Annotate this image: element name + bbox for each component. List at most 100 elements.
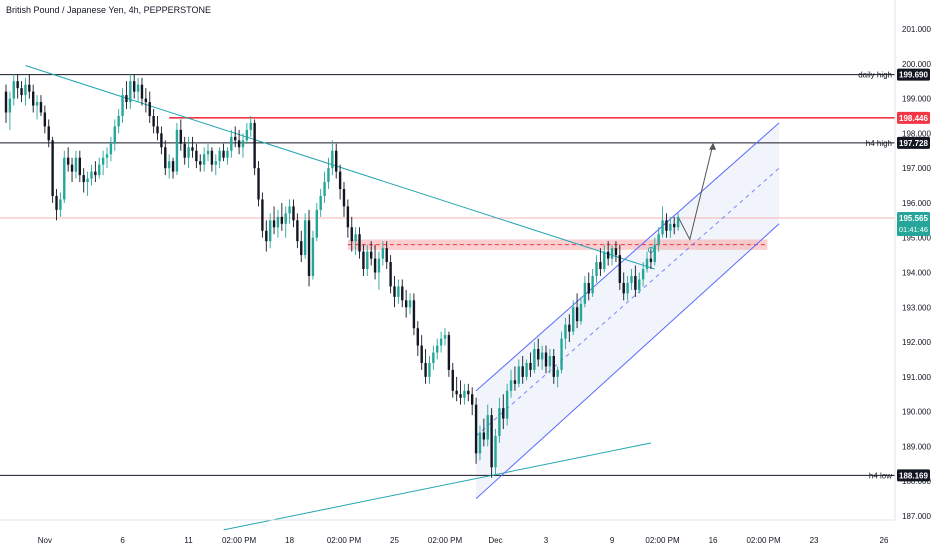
candle-body [579,303,583,322]
candle [175,122,179,176]
candle-body [533,349,536,370]
candle [478,425,482,461]
price-axis: 187.000 188.000 189.000 190.000 191.000 192.0… [894,0,931,521]
candle [94,161,97,183]
candle [300,230,303,263]
candle-body [572,307,575,332]
candle [12,74,15,106]
candle-body [12,81,15,99]
candle-body [171,161,175,172]
candle-body [346,206,350,228]
candle [447,331,451,377]
candle-body [669,223,672,231]
candle [152,109,155,134]
candle [63,150,66,203]
candle-body [537,349,540,360]
candle [16,74,19,99]
candle-body [265,230,268,242]
candle [362,244,365,276]
candle-body [284,213,287,224]
current-price-badge [897,212,930,237]
price-tick-label: 195.000 [902,234,931,243]
candle-body [195,150,198,162]
candle [673,216,676,235]
candle [47,119,50,148]
candle-body [424,362,427,377]
time-tick-label: 26 [880,536,889,545]
candle [404,289,408,318]
candle [261,192,264,238]
candle [210,147,214,172]
candle [653,237,656,266]
candle [156,115,159,141]
candle [517,359,521,388]
candle [121,88,124,123]
time-tick-label: 02:00 PM [428,536,463,545]
candle-body [311,237,315,276]
candle [634,265,637,297]
candle-body [109,143,113,155]
time-tick-label: 25 [390,536,399,545]
candle [202,147,206,172]
candle-body [323,182,326,196]
rising-trendline [223,442,652,531]
candle [595,255,598,283]
candle [284,206,287,238]
candle [366,244,369,276]
candle-body [276,216,280,228]
candle-body [136,84,140,92]
candle-body [167,161,171,169]
candle [420,335,423,370]
candle [24,77,27,106]
candle [253,119,256,176]
candle-body [55,195,58,210]
candle [622,272,625,301]
projection-arrowhead [709,142,717,150]
candle-body [113,126,116,144]
candle-body [502,408,505,419]
candle-body [101,157,105,165]
candle-body [342,189,346,207]
candle [649,248,653,270]
candle [327,157,330,190]
price-badge [897,111,930,124]
price-tick-label: 193.000 [902,303,931,312]
candle-body [603,251,606,270]
candle [641,262,645,287]
candle-body [98,164,101,176]
candle [575,293,579,329]
candle [482,418,486,447]
candle-body [43,112,47,127]
candle-body [416,328,420,346]
candle [245,122,249,144]
price-tick-label: 194.000 [902,269,931,278]
candle-body [529,362,532,370]
level-label-h4-high: h4 high [866,139,892,148]
candle [564,317,567,350]
candle [191,136,194,158]
candle [280,202,284,231]
candle-body [66,157,70,165]
candle [331,140,334,176]
candle-body [432,352,435,363]
candle [288,199,291,224]
candle-body [90,171,93,179]
candle-body [144,98,148,103]
candle [78,150,82,183]
candle-body [152,115,155,127]
candle-body [587,282,590,294]
candle-body [544,352,548,367]
candle [129,74,132,110]
candle-body [59,199,62,210]
candle [669,216,672,238]
countdown-label: 01:41:46 [899,225,928,234]
candle [133,74,136,99]
candle-body [78,157,82,176]
candle [195,143,198,169]
candle-body [521,366,524,377]
candle [412,293,416,336]
candle [393,275,396,308]
candle [408,293,412,315]
candle [665,213,668,238]
